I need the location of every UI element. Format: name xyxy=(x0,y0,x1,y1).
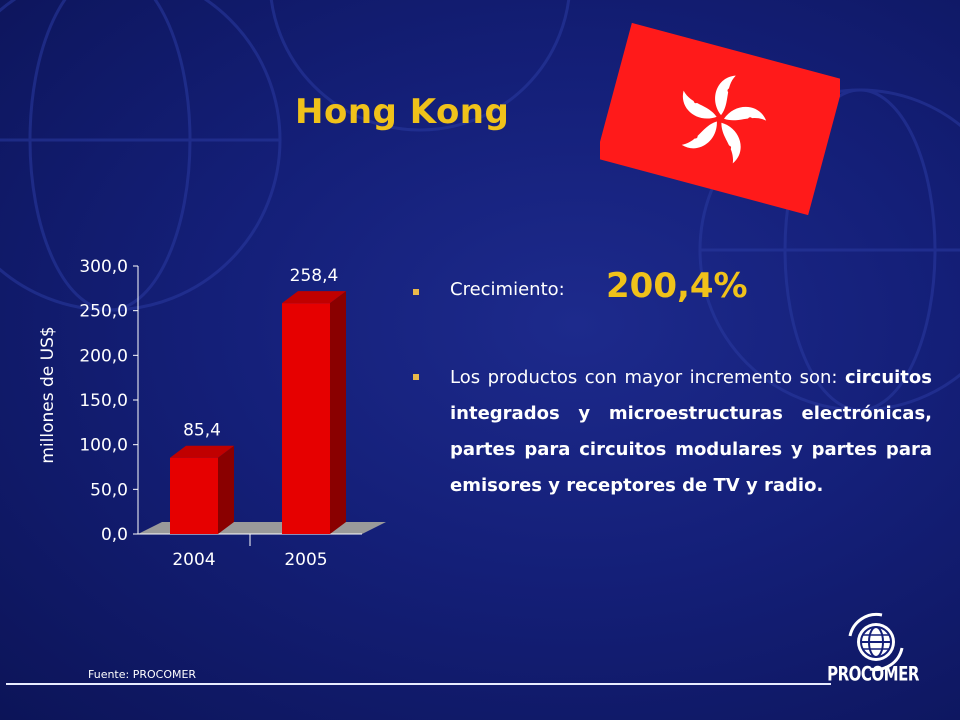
footer-divider xyxy=(6,683,831,685)
bar-value-label: 85,4 xyxy=(183,421,221,441)
bar xyxy=(282,303,330,534)
bar-top xyxy=(170,445,234,458)
growth-bullet: Crecimiento: 200,4% xyxy=(410,266,932,310)
source-note: Fuente: PROCOMER xyxy=(88,668,197,681)
y-tick-label: 300,0 xyxy=(79,257,128,277)
logo-wordmark: PROCOMER xyxy=(827,662,919,686)
procomer-globe-logo-icon xyxy=(848,612,904,672)
bullet-marker xyxy=(413,289,419,295)
growth-label: Crecimiento: xyxy=(450,279,565,300)
y-tick-label: 200,0 xyxy=(79,346,128,366)
bullet-marker xyxy=(413,374,419,380)
bullet-list: Crecimiento: 200,4% Los productos con ma… xyxy=(410,266,932,504)
bar-side xyxy=(330,291,346,534)
bar xyxy=(170,457,218,534)
bar-side xyxy=(218,445,234,534)
x-tick-label: 2004 xyxy=(172,550,215,570)
y-axis-label: millones de US$ xyxy=(38,326,58,463)
products-list: circuitos integrados y microestructuras … xyxy=(450,367,932,496)
y-tick-label: 150,0 xyxy=(79,391,128,411)
slide-title: Hong Kong xyxy=(295,92,510,132)
y-tick-label: 0,0 xyxy=(101,525,128,545)
y-tick-label: 250,0 xyxy=(79,302,128,322)
products-intro: Los productos con mayor incremento son: xyxy=(450,367,838,388)
y-tick-label: 100,0 xyxy=(79,436,128,456)
growth-value: 200,4% xyxy=(606,266,748,306)
hong-kong-flag-icon xyxy=(600,22,840,216)
y-tick-label: 50,0 xyxy=(90,480,128,500)
bar-value-label: 258,4 xyxy=(290,266,339,286)
products-bullet: Los productos con mayor incremento son: … xyxy=(410,360,932,504)
bar-top xyxy=(282,291,346,304)
bar-chart: millones de US$ 0,0 50,0 100,0 150,0 200,0 25… xyxy=(38,257,386,570)
x-tick-label: 2005 xyxy=(284,550,327,570)
